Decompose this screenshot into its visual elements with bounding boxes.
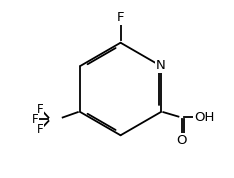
Text: F: F (37, 103, 44, 116)
Text: N: N (156, 59, 165, 72)
Text: O: O (177, 134, 187, 147)
Text: F: F (32, 113, 39, 126)
Text: F: F (117, 11, 124, 24)
Text: OH: OH (194, 111, 214, 124)
Text: F: F (37, 123, 44, 136)
